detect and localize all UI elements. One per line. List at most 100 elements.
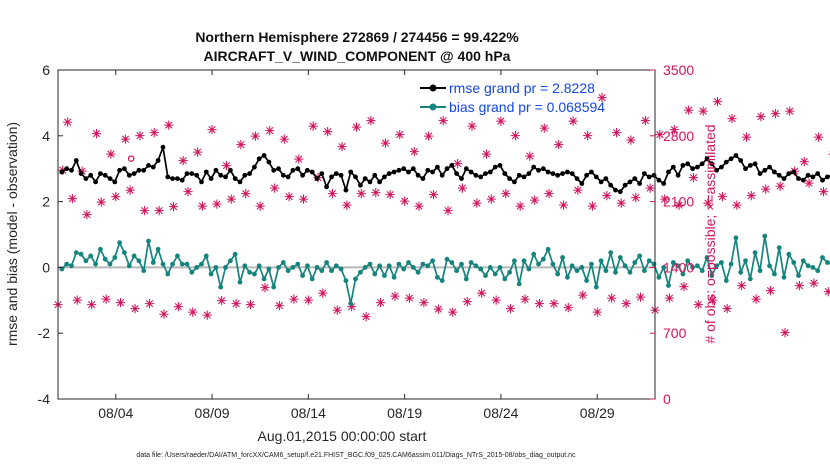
- obs-count-marker: ✳: [443, 204, 453, 218]
- obs-count-marker: ✳: [380, 136, 390, 150]
- rmse-point: [670, 164, 676, 170]
- bias-point: [266, 266, 272, 272]
- obs-count-marker: ✳: [101, 292, 111, 306]
- rmse-point: [584, 172, 589, 178]
- rmse-point: [574, 176, 580, 182]
- bias-point: [449, 260, 455, 265]
- obs-count-marker: ✳: [351, 120, 361, 134]
- obs-count-marker: ✳: [756, 110, 766, 124]
- x-tick-label: 08/14: [291, 405, 326, 421]
- obs-count-marker: ✳: [770, 107, 780, 121]
- obs-count-marker: ✳: [120, 133, 130, 147]
- obs-count-marker: ✳: [385, 188, 395, 202]
- rmse-point: [367, 179, 373, 185]
- bias-point: [232, 251, 238, 257]
- rmse-point: [565, 169, 570, 175]
- obs-count-marker: ✳: [746, 189, 756, 203]
- rmse-point: [247, 171, 253, 177]
- bias-point: [690, 265, 695, 270]
- rmse-point: [410, 166, 416, 172]
- rmse-point: [632, 176, 638, 182]
- rmse-point: [102, 172, 108, 178]
- bias-point: [372, 271, 378, 277]
- bias-point: [656, 274, 662, 280]
- obs-count-marker: ✳: [558, 198, 568, 212]
- obs-count-marker: ✳: [221, 159, 231, 173]
- obs-count-marker: ✳: [645, 181, 655, 195]
- obs-count-marker: ✳: [761, 182, 771, 196]
- bias-point: [622, 263, 628, 269]
- bias-point: [767, 263, 772, 269]
- rmse-point: [338, 172, 344, 178]
- bias-point: [613, 269, 618, 275]
- obs-count-marker: ✳: [106, 148, 116, 162]
- rmse-point: [743, 166, 748, 172]
- obs-count-marker: ✳: [496, 115, 506, 129]
- obs-count-marker: ✳: [664, 291, 674, 305]
- bias-point: [179, 261, 185, 267]
- bias-point: [632, 260, 638, 265]
- obs-count-marker: ✳: [698, 104, 708, 118]
- bias-point: [98, 246, 103, 252]
- bias-point: [781, 274, 787, 280]
- rmse-point: [536, 167, 541, 173]
- rmse-point: [617, 189, 623, 195]
- obs-count-marker: ✳: [260, 281, 270, 295]
- obs-count-marker: ✳: [376, 296, 386, 310]
- rmse-point: [117, 167, 122, 173]
- rmse-point: [598, 179, 604, 185]
- rmse-point: [627, 179, 633, 185]
- plot-area: [58, 70, 655, 399]
- rmse-point: [512, 179, 517, 185]
- rmse-point: [685, 161, 691, 167]
- obs-count-marker: ✳: [197, 199, 207, 213]
- bias-point: [208, 271, 214, 277]
- obs-count-marker: ✳: [823, 285, 830, 299]
- bias-point: [276, 265, 281, 270]
- obs-count-marker: ✳: [63, 116, 73, 130]
- bias-point: [324, 260, 329, 265]
- bias-point: [526, 266, 532, 272]
- bias-point: [199, 261, 204, 267]
- obs-count-marker: ✳: [356, 187, 366, 201]
- y-tick-label: -2: [38, 325, 51, 341]
- rmse-point: [175, 176, 180, 182]
- obs-count-marker: ✳: [703, 196, 713, 210]
- obs-count-marker: ✳: [144, 297, 154, 311]
- rmse-point: [228, 167, 233, 173]
- bias-point: [776, 245, 782, 251]
- obs-count-marker: ✳: [510, 129, 520, 143]
- obs-count-marker: ✳: [828, 148, 830, 162]
- legend-rmse-label: rmse grand pr = 2.8228: [449, 80, 595, 96]
- rmse-point: [709, 161, 715, 167]
- bias-point: [377, 263, 382, 269]
- obs-count-marker: ✳: [400, 195, 410, 209]
- rmse-point: [362, 176, 368, 182]
- plot-frame: [57, 69, 656, 400]
- obs-count-marker: ✳: [284, 190, 294, 204]
- bias-point: [184, 261, 190, 267]
- bias-point: [396, 261, 402, 267]
- bias-point: [425, 263, 431, 269]
- rmse-point: [752, 161, 758, 167]
- bias-point: [386, 263, 392, 269]
- obs-count-marker: ✳: [616, 196, 626, 210]
- bias-point: [593, 284, 599, 290]
- bias-point: [382, 273, 387, 278]
- bias-point: [175, 253, 180, 259]
- rmse-point: [305, 167, 310, 173]
- bias-point: [569, 263, 575, 269]
- bias-point: [719, 260, 724, 265]
- bias-point: [83, 258, 89, 264]
- rmse-point: [160, 144, 166, 150]
- obs-count-marker: ✳: [491, 293, 501, 307]
- rmse-point: [651, 172, 657, 178]
- rmse-point: [483, 171, 488, 177]
- bias-point: [560, 255, 565, 260]
- bias-point: [699, 268, 705, 274]
- rmse-point: [642, 171, 647, 177]
- bias-point: [348, 301, 354, 306]
- y-right-tick-label: 3500: [663, 62, 694, 78]
- bias-point: [540, 256, 546, 262]
- obs-count-marker: ✳: [274, 299, 284, 313]
